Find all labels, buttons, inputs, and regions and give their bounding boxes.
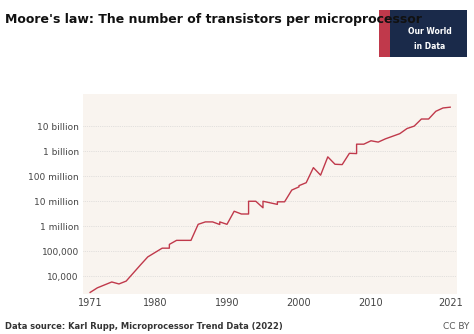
Text: Data source: Karl Rupp, Microprocessor Trend Data (2022): Data source: Karl Rupp, Microprocessor T… [5, 322, 283, 331]
Text: Moore's law: The number of transistors per microprocessor: Moore's law: The number of transistors p… [5, 13, 421, 26]
Text: in Data: in Data [414, 42, 446, 51]
Text: CC BY: CC BY [443, 322, 469, 331]
Text: Our World: Our World [408, 27, 452, 35]
Bar [379, 10, 390, 57]
